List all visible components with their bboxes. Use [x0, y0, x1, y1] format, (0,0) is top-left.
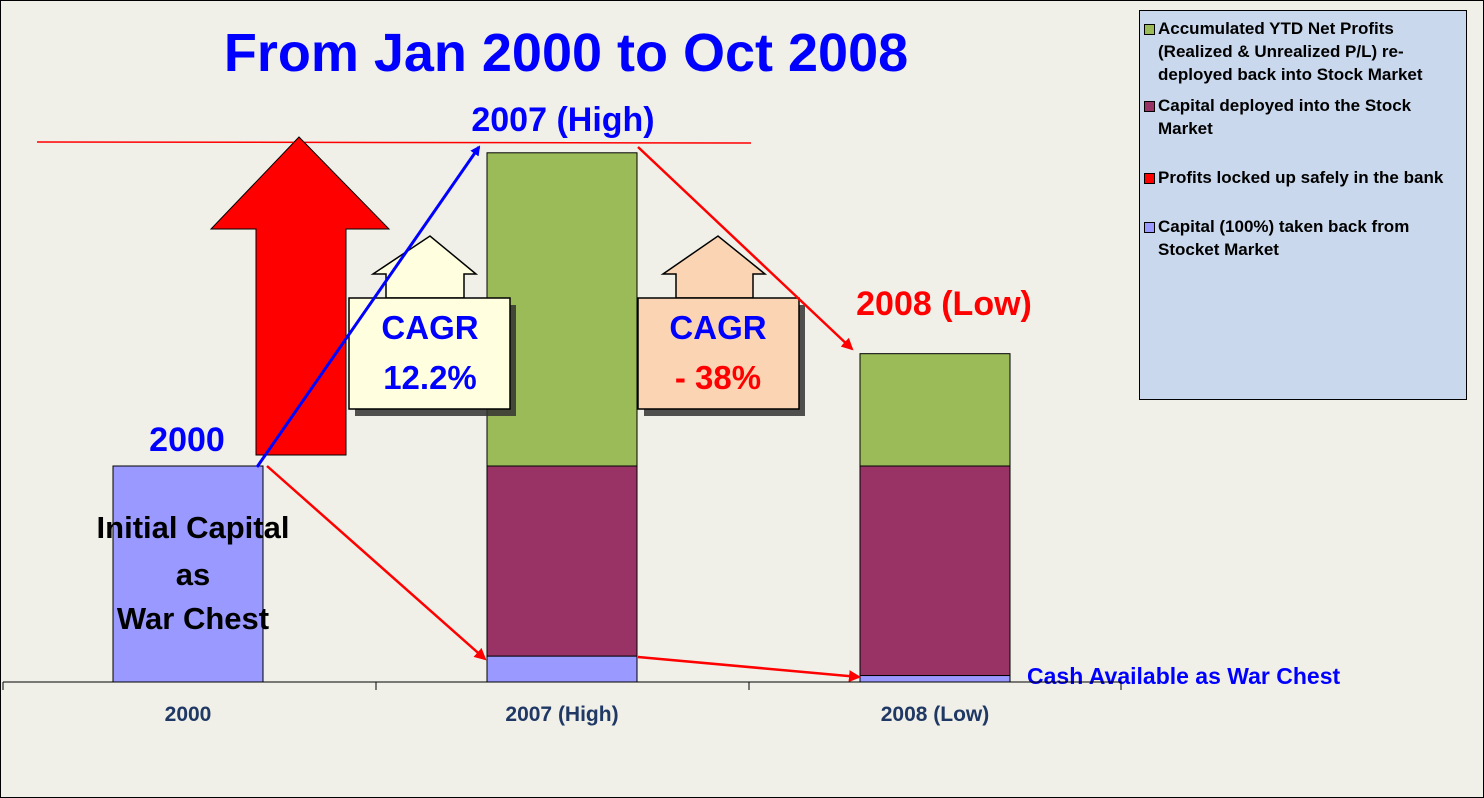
- cash-note: Cash Available as War Chest: [1027, 663, 1341, 689]
- legend-label-0: Accumulated YTD Net Profits (Realized & …: [1158, 19, 1423, 84]
- initial-capital-line-2: as: [176, 557, 210, 592]
- legend-swatch-3: [1144, 222, 1155, 233]
- legend-item-3: Capital (100%) taken back from Stocket M…: [1144, 215, 1462, 261]
- bar-label-2000: 2000: [149, 421, 225, 459]
- up-trend-arrow: [255, 145, 481, 468]
- bar-segment-0-0: [112, 465, 264, 683]
- bar-label-2007: 2007 (High): [471, 101, 654, 139]
- x-tick-label-1: 2007 (High): [505, 703, 618, 726]
- initial-capital-line-1: Initial Capital: [97, 510, 290, 545]
- x-tick-label-0: 2000: [165, 703, 212, 726]
- legend-item-2: Profits locked up safely in the bank: [1144, 166, 1462, 189]
- initial-capital-line-3: War Chest: [117, 601, 269, 636]
- legend-label-3: Capital (100%) taken back from Stocket M…: [1158, 217, 1410, 259]
- high-level-line: [36, 141, 752, 144]
- cagr-down-value: - 38%: [675, 359, 761, 396]
- legend-item-1: Capital deployed into the Stock Market: [1144, 94, 1462, 140]
- legend: Accumulated YTD Net Profits (Realized & …: [1139, 10, 1467, 400]
- down-trend-arrow: [637, 146, 854, 351]
- bar-label-2008: 2008 (Low): [856, 285, 1032, 323]
- x-ticks: [2, 682, 1122, 690]
- cagr-up-callout: CAGR 12.2%: [348, 235, 516, 416]
- legend-label-1: Capital deployed into the Stock Market: [1158, 96, 1412, 138]
- capital-withdrawal-arrow: [266, 465, 487, 661]
- cash-transfer-arrow: [637, 655, 861, 683]
- bar-segment-2-3: [859, 353, 1011, 467]
- x-tick-labels: 2000 2007 (High) 2008 (Low): [165, 703, 990, 726]
- x-tick-label-2: 2008 (Low): [881, 703, 990, 726]
- cagr-up-value: 12.2%: [383, 359, 477, 396]
- bar-segment-1-2: [486, 465, 638, 657]
- cagr-down-callout: CAGR - 38%: [637, 235, 805, 416]
- chart-title: From Jan 2000 to Oct 2008: [224, 23, 908, 83]
- cagr-down-title: CAGR: [669, 309, 766, 346]
- bar-segment-2-0: [859, 675, 1011, 683]
- legend-swatch-1: [1144, 101, 1155, 112]
- legend-swatch-2: [1144, 173, 1155, 184]
- legend-label-2: Profits locked up safely in the bank: [1158, 168, 1444, 187]
- bar-segment-1-0: [486, 655, 638, 683]
- bar-segment-2-2: [859, 465, 1011, 677]
- legend-item-0: Accumulated YTD Net Profits (Realized & …: [1144, 17, 1462, 86]
- legend-swatch-0: [1144, 24, 1155, 35]
- growth-arrow-icon: [209, 136, 391, 456]
- cagr-up-title: CAGR: [381, 309, 478, 346]
